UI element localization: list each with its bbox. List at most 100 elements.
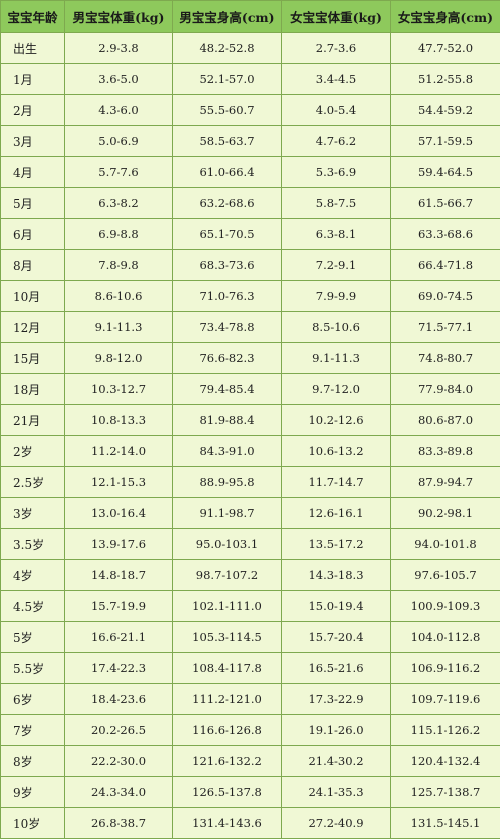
boy-height-cell: 81.9-88.4 bbox=[173, 405, 282, 436]
age-cell: 5.5岁 bbox=[1, 653, 65, 684]
girl-height-cell: 51.2-55.8 bbox=[391, 64, 500, 95]
girl-height-cell: 104.0-112.8 bbox=[391, 622, 500, 653]
boy-weight-cell: 22.2-30.0 bbox=[65, 746, 173, 777]
boy-height-cell: 95.0-103.1 bbox=[173, 529, 282, 560]
girl-weight-cell: 4.7-6.2 bbox=[282, 126, 391, 157]
age-cell: 6岁 bbox=[1, 684, 65, 715]
girl-weight-cell: 21.4-30.2 bbox=[282, 746, 391, 777]
girl-weight-cell: 9.1-11.3 bbox=[282, 343, 391, 374]
age-cell: 5岁 bbox=[1, 622, 65, 653]
girl-weight-cell: 6.3-8.1 bbox=[282, 219, 391, 250]
girl-weight-cell: 10.2-12.6 bbox=[282, 405, 391, 436]
boy-weight-cell: 3.6-5.0 bbox=[65, 64, 173, 95]
boy-height-cell: 116.6-126.8 bbox=[173, 715, 282, 746]
boy-weight-cell: 20.2-26.5 bbox=[65, 715, 173, 746]
boy-height-cell: 108.4-117.8 bbox=[173, 653, 282, 684]
age-cell: 7岁 bbox=[1, 715, 65, 746]
age-cell: 15月 bbox=[1, 343, 65, 374]
boy-height-cell: 105.3-114.5 bbox=[173, 622, 282, 653]
girl-height-cell: 66.4-71.8 bbox=[391, 250, 500, 281]
boy-weight-cell: 13.0-16.4 bbox=[65, 498, 173, 529]
table-header: 宝宝年龄 男宝宝体重(kg) 男宝宝身高(cm) 女宝宝体重(kg) 女宝宝身高… bbox=[1, 1, 500, 33]
girl-weight-cell: 17.3-22.9 bbox=[282, 684, 391, 715]
girl-height-cell: 61.5-66.7 bbox=[391, 188, 500, 219]
girl-weight-cell: 15.7-20.4 bbox=[282, 622, 391, 653]
girl-weight-cell: 16.5-21.6 bbox=[282, 653, 391, 684]
girl-height-cell: 69.0-74.5 bbox=[391, 281, 500, 312]
age-cell: 3岁 bbox=[1, 498, 65, 529]
girl-weight-cell: 10.6-13.2 bbox=[282, 436, 391, 467]
girl-height-cell: 77.9-84.0 bbox=[391, 374, 500, 405]
age-cell: 10月 bbox=[1, 281, 65, 312]
girl-height-cell: 94.0-101.8 bbox=[391, 529, 500, 560]
boy-height-cell: 121.6-132.2 bbox=[173, 746, 282, 777]
boy-height-cell: 63.2-68.6 bbox=[173, 188, 282, 219]
boy-height-cell: 102.1-111.0 bbox=[173, 591, 282, 622]
girl-weight-cell: 27.2-40.9 bbox=[282, 808, 391, 839]
girl-weight-cell: 7.2-9.1 bbox=[282, 250, 391, 281]
boy-height-cell: 58.5-63.7 bbox=[173, 126, 282, 157]
boy-height-cell: 71.0-76.3 bbox=[173, 281, 282, 312]
girl-height-cell: 63.3-68.6 bbox=[391, 219, 500, 250]
boy-weight-cell: 11.2-14.0 bbox=[65, 436, 173, 467]
boy-height-cell: 126.5-137.8 bbox=[173, 777, 282, 808]
boy-weight-cell: 18.4-23.6 bbox=[65, 684, 173, 715]
boy-height-cell: 76.6-82.3 bbox=[173, 343, 282, 374]
girl-height-cell: 80.6-87.0 bbox=[391, 405, 500, 436]
boy-height-cell: 68.3-73.6 bbox=[173, 250, 282, 281]
boy-weight-cell: 26.8-38.7 bbox=[65, 808, 173, 839]
girl-weight-cell: 15.0-19.4 bbox=[282, 591, 391, 622]
girl-weight-cell: 3.4-4.5 bbox=[282, 64, 391, 95]
girl-height-cell: 100.9-109.3 bbox=[391, 591, 500, 622]
boy-weight-cell: 12.1-15.3 bbox=[65, 467, 173, 498]
girl-height-cell: 106.9-116.2 bbox=[391, 653, 500, 684]
girl-height-cell: 47.7-52.0 bbox=[391, 33, 500, 64]
girl-height-cell: 74.8-80.7 bbox=[391, 343, 500, 374]
boy-height-cell: 73.4-78.8 bbox=[173, 312, 282, 343]
boy-weight-cell: 24.3-34.0 bbox=[65, 777, 173, 808]
girl-height-cell: 125.7-138.7 bbox=[391, 777, 500, 808]
boy-height-cell: 88.9-95.8 bbox=[173, 467, 282, 498]
girl-height-cell: 131.5-145.1 bbox=[391, 808, 500, 839]
header-boy-height: 男宝宝身高(cm) bbox=[173, 1, 282, 33]
age-cell: 4岁 bbox=[1, 560, 65, 591]
boy-weight-cell: 10.8-13.3 bbox=[65, 405, 173, 436]
girl-weight-cell: 5.3-6.9 bbox=[282, 157, 391, 188]
girl-weight-cell: 24.1-35.3 bbox=[282, 777, 391, 808]
girl-weight-cell: 8.5-10.6 bbox=[282, 312, 391, 343]
boy-height-cell: 111.2-121.0 bbox=[173, 684, 282, 715]
age-cell: 8月 bbox=[1, 250, 65, 281]
boy-height-cell: 98.7-107.2 bbox=[173, 560, 282, 591]
age-cell: 12月 bbox=[1, 312, 65, 343]
age-cell: 2岁 bbox=[1, 436, 65, 467]
boy-weight-cell: 9.1-11.3 bbox=[65, 312, 173, 343]
boy-height-cell: 52.1-57.0 bbox=[173, 64, 282, 95]
girl-weight-cell: 12.6-16.1 bbox=[282, 498, 391, 529]
age-cell: 5月 bbox=[1, 188, 65, 219]
age-cell: 18月 bbox=[1, 374, 65, 405]
boy-weight-cell: 16.6-21.1 bbox=[65, 622, 173, 653]
boy-weight-cell: 6.3-8.2 bbox=[65, 188, 173, 219]
boy-weight-cell: 7.8-9.8 bbox=[65, 250, 173, 281]
girl-weight-cell: 13.5-17.2 bbox=[282, 529, 391, 560]
girl-weight-cell: 4.0-5.4 bbox=[282, 95, 391, 126]
girl-height-cell: 120.4-132.4 bbox=[391, 746, 500, 777]
boy-weight-cell: 15.7-19.9 bbox=[65, 591, 173, 622]
header-row: 宝宝年龄 男宝宝体重(kg) 男宝宝身高(cm) 女宝宝体重(kg) 女宝宝身高… bbox=[1, 1, 500, 33]
